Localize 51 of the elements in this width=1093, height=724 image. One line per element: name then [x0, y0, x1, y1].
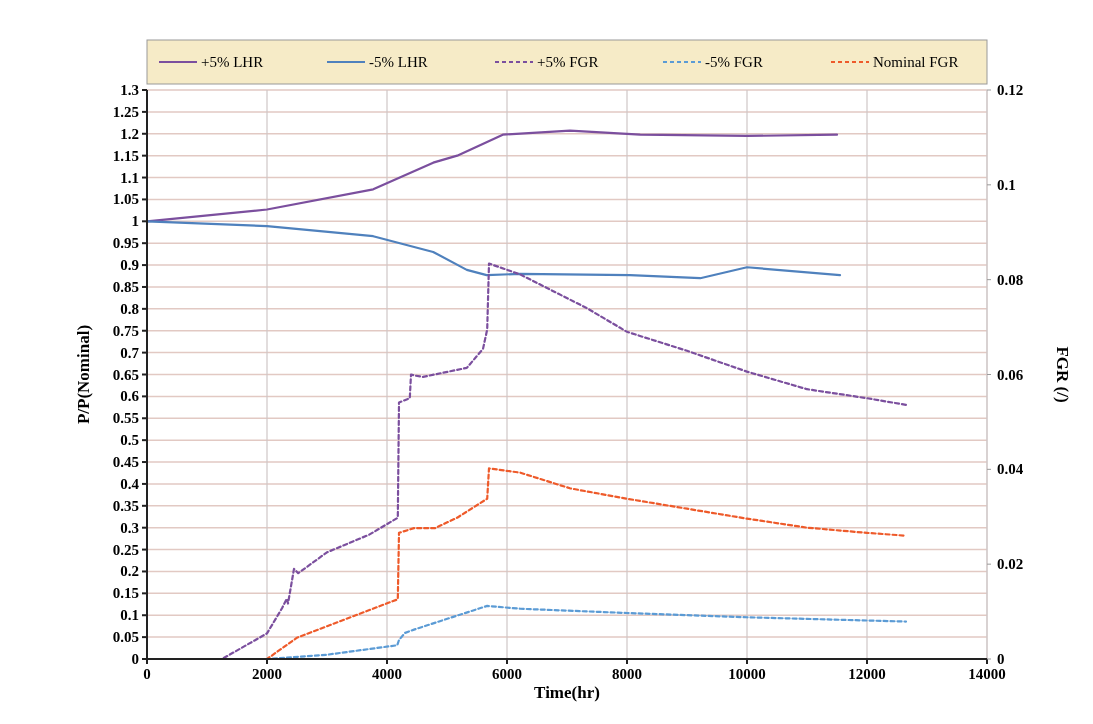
y2-tick-label: 0.06 — [997, 366, 1024, 383]
y-tick-label: 0.05 — [112, 629, 139, 646]
x-tick-label: 0 — [143, 666, 151, 682]
x-tick-label: 4000 — [372, 666, 402, 682]
y2-tick-label: 0.1 — [997, 176, 1016, 193]
y-tick-label: 1 — [131, 213, 139, 230]
y-tick-label: 1.1 — [120, 169, 139, 186]
y-tick-label: 1.05 — [112, 191, 139, 208]
x-tick-label: 2000 — [252, 666, 282, 682]
y-tick-label: 0.45 — [112, 454, 139, 471]
y-tick-label: 0.55 — [112, 410, 139, 427]
y-tick-label: 0.8 — [120, 300, 139, 317]
y-tick-label: 0 — [131, 651, 139, 667]
y2-tick-label: 0.04 — [997, 461, 1024, 478]
y-tick-label: 0.35 — [112, 497, 139, 514]
y-tick-label: 0.2 — [120, 563, 139, 580]
line-series — [145, 220, 842, 280]
x-axis-title: Time(hr) — [534, 683, 600, 702]
y-tick-label: 0.95 — [112, 235, 139, 252]
y-tick-label: 0.65 — [112, 366, 139, 383]
legend-label: -5% FGR — [705, 54, 763, 70]
y-tick-label: 0.7 — [120, 344, 140, 361]
x-tick-label: 12000 — [848, 666, 886, 682]
y-tick-label: 0.4 — [120, 475, 140, 492]
y2-tick-label: 0 — [997, 651, 1005, 667]
y-tick-label: 0.25 — [112, 541, 139, 558]
x-tick-label: 14000 — [968, 666, 1006, 682]
y-tick-label: 0.1 — [120, 607, 139, 624]
x-tick-label: 8000 — [612, 666, 642, 682]
y2-axis-title: FGR (/) — [1053, 346, 1072, 403]
x-tick-label: 10000 — [728, 666, 766, 682]
legend-label: +5% FGR — [537, 54, 599, 70]
y-tick-label: 0.9 — [120, 257, 139, 274]
y-tick-label: 0.5 — [120, 432, 139, 449]
y2-tick-label: 0.08 — [997, 271, 1024, 288]
y-tick-label: 0.15 — [112, 585, 139, 602]
legend-label: +5% LHR — [201, 54, 264, 70]
x-tick-label: 6000 — [492, 666, 522, 682]
y-tick-label: 1.15 — [112, 147, 139, 164]
y-tick-label: 0.75 — [112, 322, 139, 339]
y2-tick-label: 0.12 — [997, 82, 1024, 98]
y-tick-label: 0.6 — [120, 388, 140, 405]
y-tick-label: 0.85 — [112, 278, 139, 295]
y-tick-label: 1.3 — [120, 82, 139, 98]
legend-label: Nominal FGR — [873, 54, 959, 70]
y2-tick-label: 0.02 — [997, 556, 1024, 573]
legend-label: -5% LHR — [369, 54, 428, 70]
y-tick-label: 0.3 — [120, 519, 139, 536]
y-tick-label: 1.2 — [120, 125, 139, 142]
y-axis-title: P/P(Nominal) — [74, 324, 93, 425]
y-tick-label: 1.25 — [112, 103, 139, 120]
